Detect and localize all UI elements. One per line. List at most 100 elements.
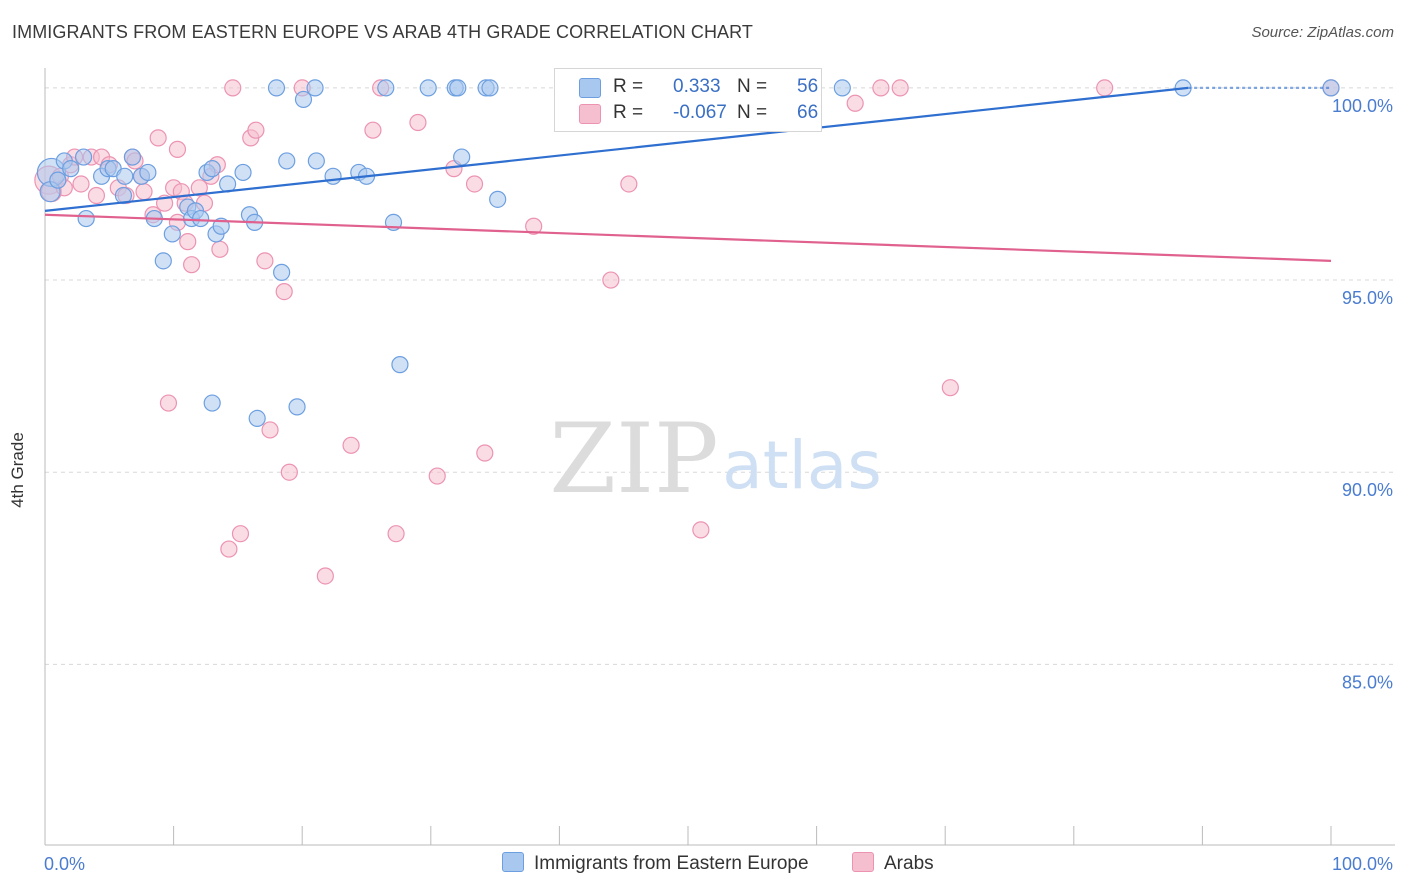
data-point (190, 179, 208, 197)
trend-line-arabs (44, 213, 1332, 262)
x-tick-label: 0.0% (44, 854, 85, 874)
data-point (123, 148, 142, 166)
bottom-legend-swatch-pink (852, 852, 874, 872)
axes (44, 68, 1395, 846)
data-point (234, 163, 252, 182)
data-point (364, 121, 382, 139)
data-point (192, 209, 210, 228)
watermark: ZIP atlas (549, 403, 881, 515)
trend-line-eastern-europe (44, 86, 1189, 212)
data-point (203, 394, 221, 412)
bottom-legend-arabs: Arabs (852, 852, 934, 875)
bottom-legend-label: Arabs (884, 853, 934, 874)
data-point (220, 540, 238, 558)
data-point (294, 90, 313, 109)
data-point (342, 436, 360, 454)
data-point (481, 79, 499, 97)
data-point (280, 463, 298, 481)
data-point (275, 282, 293, 301)
legend-swatch-blue (579, 78, 601, 98)
data-point (377, 79, 395, 97)
data-point (77, 209, 95, 228)
data-point (891, 79, 909, 97)
data-point (139, 163, 157, 182)
legend-r-value: -0.067 (673, 102, 727, 123)
data-point (224, 79, 242, 97)
data-point (1096, 79, 1114, 97)
data-point (316, 567, 334, 585)
data-point (449, 79, 467, 97)
data-point (391, 356, 409, 374)
y-axis-label: 4th Grade (8, 432, 27, 508)
data-point (419, 79, 437, 97)
data-point (602, 271, 620, 289)
data-point (941, 379, 959, 397)
data-point (62, 160, 80, 178)
data-point (428, 467, 446, 485)
data-point (465, 175, 484, 193)
data-point (273, 263, 291, 281)
chart-title: IMMIGRANTS FROM EASTERN EUROPE VS ARAB 4… (12, 22, 754, 42)
data-point (278, 152, 296, 170)
data-point (846, 94, 864, 112)
data-point (620, 175, 638, 193)
watermark-zip: ZIP (549, 403, 718, 515)
data-point (149, 129, 167, 147)
y-tick-label: 100.0% (1332, 96, 1393, 116)
data-point (525, 217, 543, 235)
data-point (179, 233, 197, 251)
data-point (288, 398, 306, 416)
legend-swatch-pink (579, 104, 601, 124)
data-point (872, 79, 890, 97)
chart-source: Source: ZipAtlas.com (1251, 24, 1394, 41)
data-point (163, 225, 181, 243)
data-point (306, 79, 324, 97)
data-point (324, 167, 342, 185)
watermark-atlas: atlas (722, 427, 882, 504)
data-point (231, 525, 250, 543)
bottom-legend-label: Immigrants from Eastern Europe (534, 853, 809, 874)
legend-n-label: N = (737, 102, 768, 123)
legend-r-label: R = (613, 76, 644, 97)
data-point (247, 121, 265, 139)
data-point (116, 167, 134, 185)
series-eastern-europe-points (36, 79, 1340, 428)
data-point (87, 186, 106, 205)
legend-n-value: 66 (797, 102, 819, 123)
data-point (72, 175, 90, 193)
data-point (183, 256, 201, 274)
y-tick-label: 90.0% (1342, 480, 1393, 500)
bottom-legend-eastern-europe: Immigrants from Eastern Europe (502, 852, 809, 875)
data-point (833, 79, 851, 97)
data-point (168, 140, 187, 158)
tick-labels: 85.0% 90.0% 95.0% 100.0% 0.0% 100.0% (44, 96, 1393, 874)
data-point (256, 252, 274, 270)
data-point (409, 113, 427, 132)
data-point (159, 394, 178, 412)
data-point (476, 444, 494, 462)
data-point (489, 190, 507, 208)
data-point (261, 421, 279, 439)
data-point (203, 160, 221, 178)
bottom-legend-swatch-blue (502, 852, 524, 872)
data-point (387, 525, 405, 543)
data-point (135, 183, 153, 201)
data-point (267, 79, 286, 97)
legend-n-value: 56 (797, 76, 819, 97)
data-point (49, 171, 67, 189)
data-point (248, 409, 266, 428)
data-point (307, 152, 325, 170)
data-point (211, 240, 229, 258)
y-tick-label: 85.0% (1342, 672, 1393, 692)
legend-r-value: 0.333 (673, 76, 721, 97)
data-point (154, 252, 172, 270)
data-point (692, 521, 710, 539)
correlation-legend: R = 0.333 N = 56 R = -0.067 N = 66 (554, 68, 822, 132)
x-tick-label: 100.0% (1332, 854, 1393, 874)
y-tick-label: 95.0% (1342, 288, 1393, 308)
trend-lines (44, 86, 1332, 262)
data-point (453, 148, 471, 166)
legend-n-label: N = (737, 76, 768, 97)
legend-r-label: R = (613, 102, 644, 123)
